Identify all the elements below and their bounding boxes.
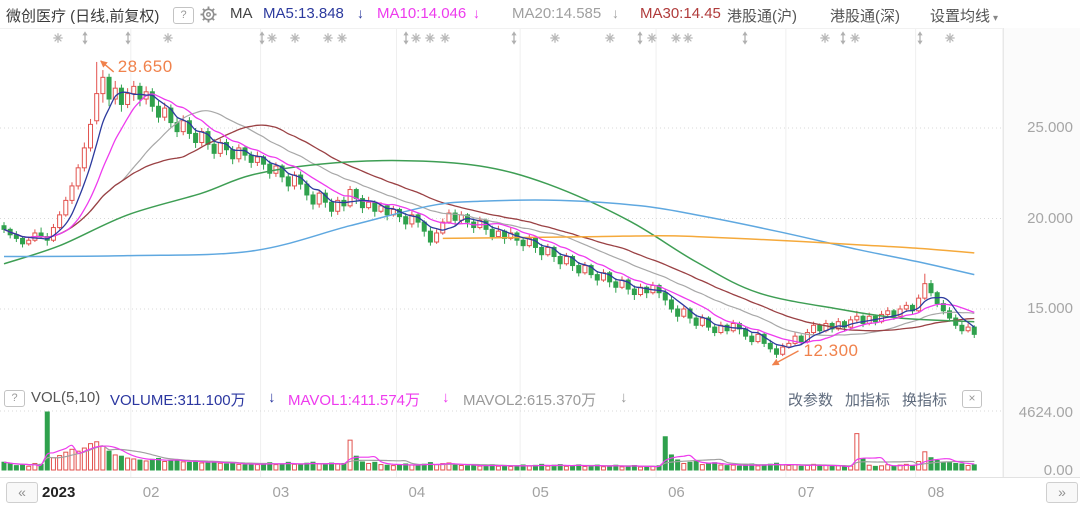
volume-bars [1, 411, 977, 471]
ma-line [3, 110, 975, 337]
indicator-toolbar-button[interactable]: 换指标 [902, 392, 948, 409]
close-indicator-icon[interactable]: × [962, 390, 982, 408]
dropdown-caret-icon: ▾ [993, 13, 999, 24]
symbol-title: 微创医疗 (日线,前复权) [6, 8, 160, 25]
event-star-icon[interactable] [290, 33, 300, 43]
event-star-icon[interactable] [550, 33, 560, 43]
vol-indicator-value: VOLUME:311.100万 [110, 392, 246, 409]
event-markers[interactable] [53, 31, 955, 45]
ma-group-label: MA [230, 5, 253, 22]
event-star-icon[interactable] [945, 33, 955, 43]
event-updown-icon[interactable] [840, 31, 846, 45]
time-axis [0, 477, 1080, 507]
event-star-icon[interactable] [683, 33, 693, 43]
time-axis-label: 2023 [42, 484, 76, 501]
ma-line [3, 91, 975, 349]
event-star-icon[interactable] [647, 33, 657, 43]
price-axis-strip [1003, 28, 1080, 477]
ma-value: MA10:14.046 [377, 5, 467, 22]
vol-indicator-label: VOL(5,10) [31, 389, 101, 406]
time-axis-label: 05 [532, 484, 549, 501]
event-star-icon[interactable] [267, 33, 277, 43]
down-arrow-icon: ↓ [357, 5, 364, 21]
low-price-annotation: 12.300 [803, 340, 859, 360]
scroll-left-button[interactable]: « [6, 482, 38, 503]
event-star-icon[interactable] [425, 33, 435, 43]
time-axis-label: 07 [797, 484, 815, 501]
ma-line [3, 159, 975, 323]
price-tick-label: 15.000 [1027, 300, 1073, 317]
ma-value: MA5:13.848 [263, 5, 344, 22]
settings-gear-icon[interactable] [200, 6, 217, 23]
down-arrow-icon: ↓ [612, 5, 619, 21]
time-axis-label: 02 [142, 484, 160, 501]
event-star-icon[interactable] [605, 33, 615, 43]
event-updown-icon[interactable] [82, 31, 88, 45]
time-axis-label: 06 [668, 484, 685, 501]
time-axis-label: 03 [272, 484, 290, 501]
header-tab[interactable]: 港股通(深) [830, 8, 900, 25]
event-star-icon[interactable] [337, 33, 347, 43]
volume-tick-label: 4624.00 [1018, 404, 1073, 421]
volume-tick-label: 0.00 [1043, 462, 1073, 479]
event-star-icon[interactable] [671, 33, 681, 43]
event-star-icon[interactable] [820, 33, 830, 43]
indicator-toolbar-button[interactable]: 改参数 [788, 392, 834, 409]
down-arrow-icon: ↓ [442, 389, 450, 406]
header-divider [0, 28, 1080, 29]
event-star-icon[interactable] [53, 33, 63, 43]
event-star-icon[interactable] [850, 33, 860, 43]
header-tab[interactable]: 设置均线 ▾ [930, 8, 999, 25]
event-updown-icon[interactable] [637, 31, 643, 45]
event-updown-icon[interactable] [259, 31, 265, 45]
event-star-icon[interactable] [411, 33, 421, 43]
grid [0, 28, 1004, 477]
event-star-icon[interactable] [440, 33, 450, 43]
indicator-toolbar-button[interactable]: 加指标 [845, 392, 891, 409]
event-updown-icon[interactable] [403, 31, 409, 45]
event-updown-icon[interactable] [742, 31, 748, 45]
price-tick-label: 25.000 [1027, 119, 1073, 136]
down-arrow-icon: ↓ [473, 5, 480, 21]
help-icon[interactable]: ? [173, 7, 194, 24]
header-tab[interactable]: 港股通(沪) [727, 8, 797, 25]
price-tick-label: 20.000 [1027, 209, 1073, 227]
time-axis-label: 08 [927, 484, 945, 501]
event-updown-icon[interactable] [125, 31, 131, 45]
high-price-annotation: 28.650 [117, 56, 173, 76]
ma-line [3, 444, 975, 468]
ma-line [3, 445, 975, 468]
down-arrow-icon: ↓ [268, 389, 276, 406]
vol-help-icon[interactable]: ? [4, 390, 25, 407]
event-updown-icon[interactable] [917, 31, 923, 45]
ma-value: MA30:14.45 [640, 5, 721, 22]
scroll-right-button[interactable]: » [1046, 482, 1078, 503]
time-axis-label: 04 [408, 484, 426, 501]
ma-line [3, 199, 975, 276]
ma-line [442, 234, 975, 254]
vol-indicator-value: MAVOL2:615.370万 [463, 392, 597, 409]
ma-line [3, 124, 975, 332]
event-updown-icon[interactable] [511, 31, 517, 45]
vol-indicator-value: MAVOL1:411.574万 [288, 392, 421, 409]
down-arrow-icon: ↓ [620, 389, 628, 406]
event-star-icon[interactable] [323, 33, 333, 43]
ma-value: MA20:14.585 [512, 5, 602, 22]
candlesticks [1, 61, 977, 358]
event-star-icon[interactable] [163, 33, 173, 43]
